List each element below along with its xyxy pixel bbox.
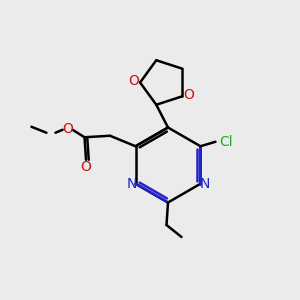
Text: Cl: Cl [219,135,233,149]
Text: O: O [128,74,139,88]
Text: O: O [81,160,92,174]
Text: O: O [184,88,194,102]
Text: N: N [126,177,137,191]
Text: N: N [199,177,210,191]
Text: O: O [62,122,73,136]
